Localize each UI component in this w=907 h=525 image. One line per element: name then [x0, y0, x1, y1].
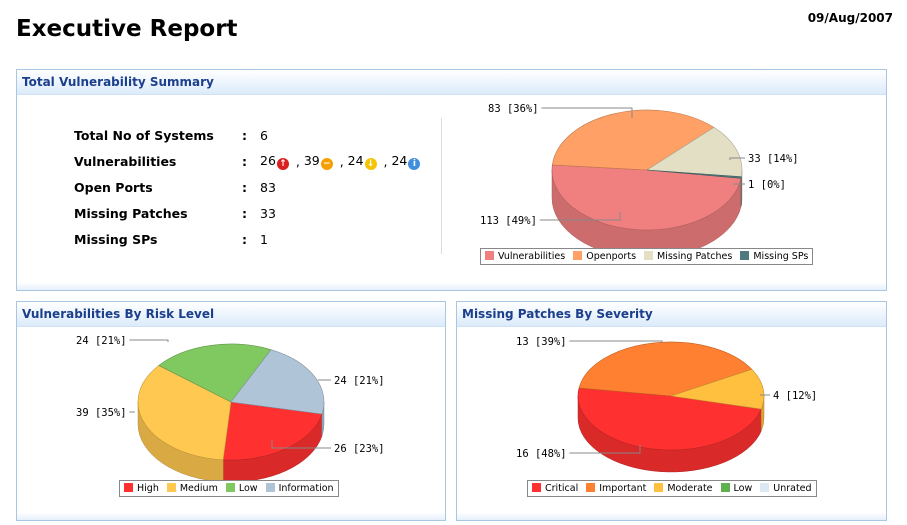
row-label: Vulnerabilities [74, 153, 177, 169]
legend-label: Low [733, 483, 753, 494]
legend-label: Vulnerabilities [498, 251, 566, 262]
low-risk-down-arrow-icon: ↓ [364, 157, 377, 170]
vuln-medium: 39− [304, 153, 336, 170]
legend-item: Medium [166, 483, 218, 494]
legend-label: Information [278, 483, 334, 494]
summary-panel-title: Total Vulnerability Summary [17, 70, 886, 95]
row-value: 33 [260, 205, 276, 221]
info-icon: i [408, 157, 421, 170]
report-date: 09/Aug/2007 [807, 11, 893, 25]
legend-swatch [485, 251, 494, 260]
legend-item: Low [720, 483, 753, 494]
legend-item: Missing Patches [644, 251, 732, 262]
patches-panel-title: Missing Patches By Severity [457, 302, 886, 327]
legend-label: Medium [179, 483, 218, 494]
legend-item: Low [225, 483, 258, 494]
vuln-low: 24 ↓ [348, 153, 380, 170]
vuln-info: 24 i [391, 153, 423, 170]
legend-item: Critical [532, 483, 578, 494]
summary-row: Open Ports:83 [74, 179, 276, 195]
row-label: Missing Patches [74, 205, 188, 221]
legend-swatch [720, 483, 730, 492]
summary-row: Missing SPs:1 [74, 231, 268, 247]
legend-label: High [137, 483, 159, 494]
summary-row: Total No of Systems:6 [74, 127, 268, 143]
row-value: 1 [260, 231, 268, 247]
legend-label: Low [238, 483, 258, 494]
legend-item: Moderate [654, 483, 713, 494]
row-value: 83 [260, 179, 276, 195]
legend-item: Openports [573, 251, 636, 262]
legend-item: Information [265, 483, 334, 494]
legend-label: Missing SPs [753, 251, 809, 262]
legend-label: Important [599, 483, 647, 494]
medium-risk-minus-icon: − [320, 157, 333, 170]
legend-swatch [265, 483, 275, 492]
legend-label: Missing Patches [657, 251, 733, 262]
row-label: Open Ports [74, 179, 153, 195]
row-label: Total No of Systems [74, 127, 214, 143]
chart-legend: Critical Important Moderate Low Unrated [527, 480, 817, 497]
legend-swatch [586, 483, 596, 492]
legend-swatch [644, 251, 654, 260]
risk-panel-title: Vulnerabilities By Risk Level [17, 302, 445, 327]
legend-label: Critical [545, 483, 579, 494]
summary-table: Total No of Systems:6 Vulnerabilities: 2… [74, 122, 423, 252]
chart-legend: High Medium Low Information [119, 480, 339, 497]
legend-label: Openports [586, 251, 637, 262]
legend-swatch [573, 251, 583, 260]
vuln-high: 26 ↑ [260, 153, 292, 170]
legend-swatch [760, 483, 770, 492]
legend-item: Unrated [760, 483, 812, 494]
legend-label: Moderate [667, 483, 713, 494]
legend-item: Vulnerabilities [485, 251, 565, 262]
legend-swatch [124, 483, 133, 492]
legend-item: Missing SPs [740, 251, 808, 262]
legend-swatch [532, 483, 541, 492]
legend-item: Important [586, 483, 646, 494]
page-title: Executive Report [16, 16, 238, 42]
chart-legend: Vulnerabilities Openports Missing Patches M… [480, 248, 814, 265]
legend-swatch [740, 251, 750, 260]
summary-row: Vulnerabilities: 26 ↑ , 39− , 24 ↓ , 24 i [74, 148, 423, 174]
divider [441, 118, 442, 254]
high-risk-up-arrow-icon: ↑ [276, 157, 289, 170]
legend-label: Unrated [773, 483, 812, 494]
summary-row: Missing Patches:33 [74, 205, 276, 221]
legend-swatch [225, 483, 235, 492]
legend-item: High [124, 483, 159, 494]
legend-swatch [166, 483, 176, 492]
row-label: Missing SPs [74, 231, 158, 247]
legend-swatch [654, 483, 664, 492]
row-value: 6 [260, 127, 268, 143]
